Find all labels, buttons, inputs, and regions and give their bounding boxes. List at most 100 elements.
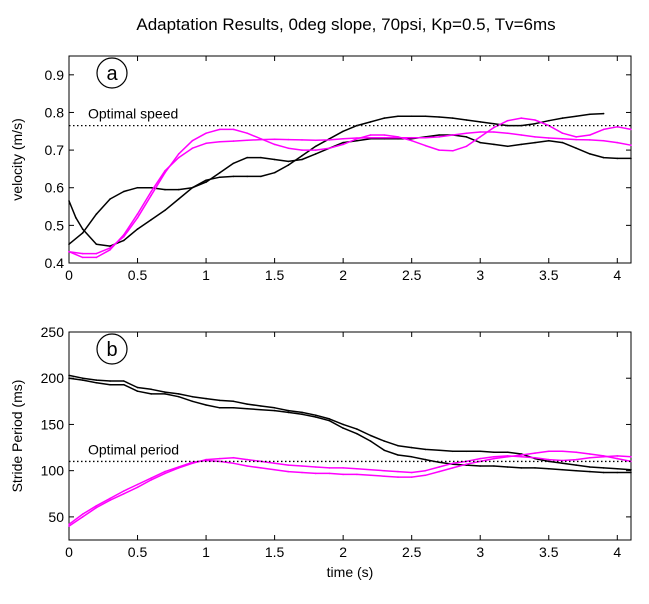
series-line-1 (68, 374, 632, 471)
data-point (123, 190, 125, 193)
data-point (438, 149, 440, 151)
data-point (301, 413, 303, 416)
data-point (397, 476, 399, 478)
data-point (273, 409, 276, 412)
data-point (534, 141, 536, 144)
data-point (81, 252, 84, 255)
data-point (369, 134, 372, 136)
data-point (616, 455, 619, 457)
data-point (150, 393, 152, 395)
data-point (260, 138, 262, 141)
data-point (424, 448, 427, 451)
x-tick-label: 2 (339, 544, 347, 560)
data-point (314, 139, 317, 142)
data-point (479, 465, 482, 467)
data-point (95, 505, 98, 507)
data-point (356, 428, 358, 430)
data-point (534, 452, 536, 454)
data-point (205, 404, 207, 406)
data-point (548, 458, 550, 461)
data-point (575, 451, 577, 454)
data-point (356, 139, 358, 142)
data-point (410, 115, 413, 117)
data-point (260, 175, 262, 178)
data-point (314, 472, 317, 475)
data-point (95, 243, 98, 245)
data-point (520, 143, 523, 146)
data-point (383, 136, 386, 139)
data-point (109, 249, 111, 251)
data-point (589, 134, 591, 136)
data-point (301, 149, 303, 151)
data-point (232, 140, 235, 142)
data-point (506, 451, 509, 454)
data-point (383, 449, 386, 452)
data-point (81, 228, 84, 230)
data-point (548, 137, 550, 139)
data-point (219, 176, 221, 178)
data-point (95, 256, 98, 259)
data-point (68, 243, 70, 245)
data-point (561, 132, 564, 134)
data-point (219, 457, 221, 460)
data-point (301, 158, 303, 161)
data-point (602, 128, 605, 131)
data-point (328, 472, 331, 475)
data-point (410, 446, 413, 449)
data-point (246, 458, 248, 461)
data-point (232, 128, 235, 131)
data-point (109, 499, 111, 502)
data-point (602, 156, 605, 159)
data-point (369, 434, 372, 437)
data-point (575, 464, 577, 466)
data-point (534, 122, 536, 125)
data-point (287, 411, 290, 414)
x-tick-label: 2.5 (402, 267, 422, 283)
data-point (452, 117, 454, 119)
data-point (506, 119, 509, 122)
data-point (136, 390, 139, 393)
data-point (205, 132, 207, 134)
series-line-4 (68, 450, 632, 525)
data-point (493, 465, 495, 467)
data-point (506, 456, 509, 458)
data-point (383, 117, 386, 119)
y-tick-label: 0.5 (45, 217, 65, 233)
data-point (150, 190, 152, 193)
data-point (301, 154, 303, 157)
x-tick-label: 4 (613, 544, 621, 560)
data-point (561, 468, 564, 471)
data-point (397, 115, 399, 117)
data-point (219, 399, 221, 402)
data-point (575, 115, 577, 117)
x-tick-label: 0.5 (128, 267, 148, 283)
data-point (520, 467, 523, 469)
data-point (424, 474, 427, 477)
data-point (356, 432, 358, 435)
data-point (520, 456, 523, 458)
data-point (534, 136, 536, 138)
data-point (136, 186, 139, 189)
y-tick-label: 250 (41, 324, 65, 340)
data-point (465, 450, 468, 453)
plot-frame (68, 331, 632, 541)
data-point (410, 476, 413, 478)
data-point (150, 218, 152, 221)
data-point (301, 411, 303, 414)
data-point (616, 141, 619, 144)
data-point (287, 164, 290, 166)
data-point (177, 198, 180, 200)
data-point (479, 131, 482, 133)
y-tick-label: 200 (41, 370, 65, 386)
data-point (602, 139, 605, 142)
y-tick-label: 150 (41, 416, 65, 432)
data-point (109, 380, 111, 382)
data-point (589, 153, 591, 155)
data-point (177, 466, 180, 468)
data-point (630, 157, 632, 160)
data-point (205, 181, 207, 183)
data-point (575, 147, 577, 149)
data-point (95, 506, 98, 509)
data-point (493, 451, 495, 454)
data-point (369, 136, 372, 139)
